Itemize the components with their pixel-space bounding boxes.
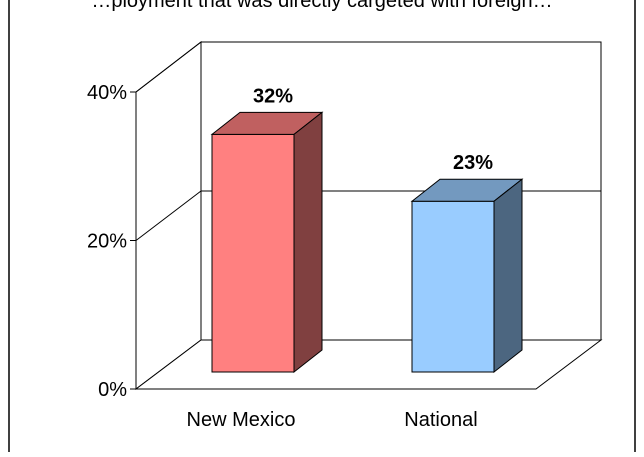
y-tick-label: 20%	[87, 231, 127, 253]
bar-front	[411, 200, 495, 373]
bar-national: 23%	[410, 152, 524, 374]
gridline-side	[135, 190, 202, 241]
bar-side	[493, 178, 523, 374]
bar-side	[293, 111, 323, 374]
bars: 32% 23%	[210, 85, 524, 374]
bar-front	[211, 133, 295, 373]
chart-border	[8, 0, 636, 452]
data-label: 32%	[253, 85, 293, 107]
chart-title-fragment: …ployment that was directly cargeted wit…	[91, 0, 553, 12]
x-axis-labels: New Mexico National	[187, 409, 478, 431]
x-tick-label: National	[404, 409, 477, 431]
y-tick-label: 40%	[87, 82, 127, 104]
x-tick-label: New Mexico	[187, 409, 296, 431]
floor	[134, 339, 603, 390]
y-tick-label: 0%	[98, 379, 127, 401]
gridline-side	[135, 41, 202, 93]
bar-new-mexico: 32%	[210, 85, 324, 374]
y-axis: 0% 20% 40%	[87, 82, 137, 401]
data-label: 23%	[453, 152, 493, 174]
